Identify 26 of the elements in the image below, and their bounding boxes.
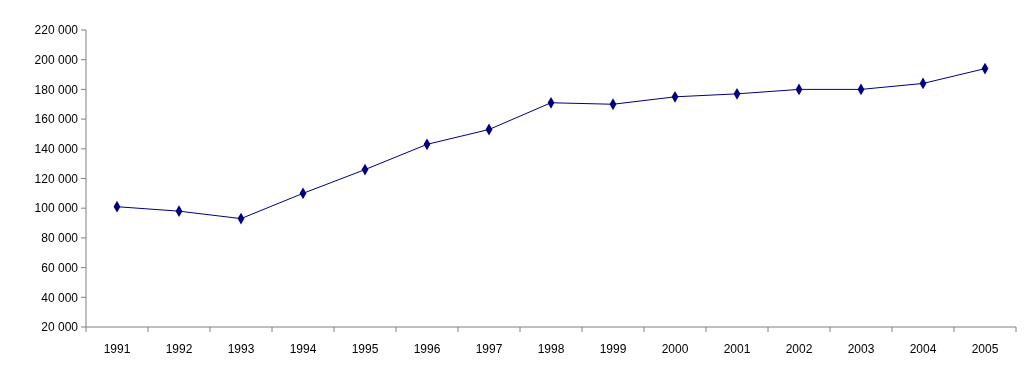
- y-tick-label: 20 000: [41, 320, 79, 335]
- y-tick-label: 160 000: [34, 112, 79, 127]
- x-tick-label: 2004: [909, 342, 937, 356]
- x-tick-label: 2003: [847, 342, 875, 356]
- y-tick-label: 180 000: [34, 82, 79, 97]
- x-tick-label: 1991: [103, 342, 131, 356]
- y-tick-label: 140 000: [34, 142, 79, 156]
- y-tick-label: 100 000: [34, 201, 79, 216]
- y-tick-label: 120 000: [34, 171, 79, 186]
- x-tick-label: 2002: [785, 342, 813, 356]
- y-tick-label: 200 000: [34, 52, 79, 67]
- y-tick-label: 60 000: [41, 260, 79, 275]
- x-tick-label: 1996: [413, 342, 441, 356]
- x-tick-label: 1992: [165, 342, 193, 356]
- x-tick-label: 1998: [537, 342, 565, 356]
- x-tick-label: 2005: [971, 342, 999, 356]
- x-tick-label: 1993: [227, 342, 255, 356]
- x-tick-label: 2001: [723, 342, 751, 356]
- x-tick-label: 1999: [599, 342, 627, 356]
- y-tick-label: 220 000: [34, 23, 79, 38]
- x-tick-label: 1994: [289, 342, 317, 356]
- y-tick-label: 40 000: [41, 290, 79, 305]
- x-tick-label: 1997: [475, 342, 503, 356]
- x-tick-label: 1995: [351, 342, 379, 356]
- y-tick-label: 80 000: [41, 231, 79, 246]
- x-tick-label: 2000: [661, 342, 689, 356]
